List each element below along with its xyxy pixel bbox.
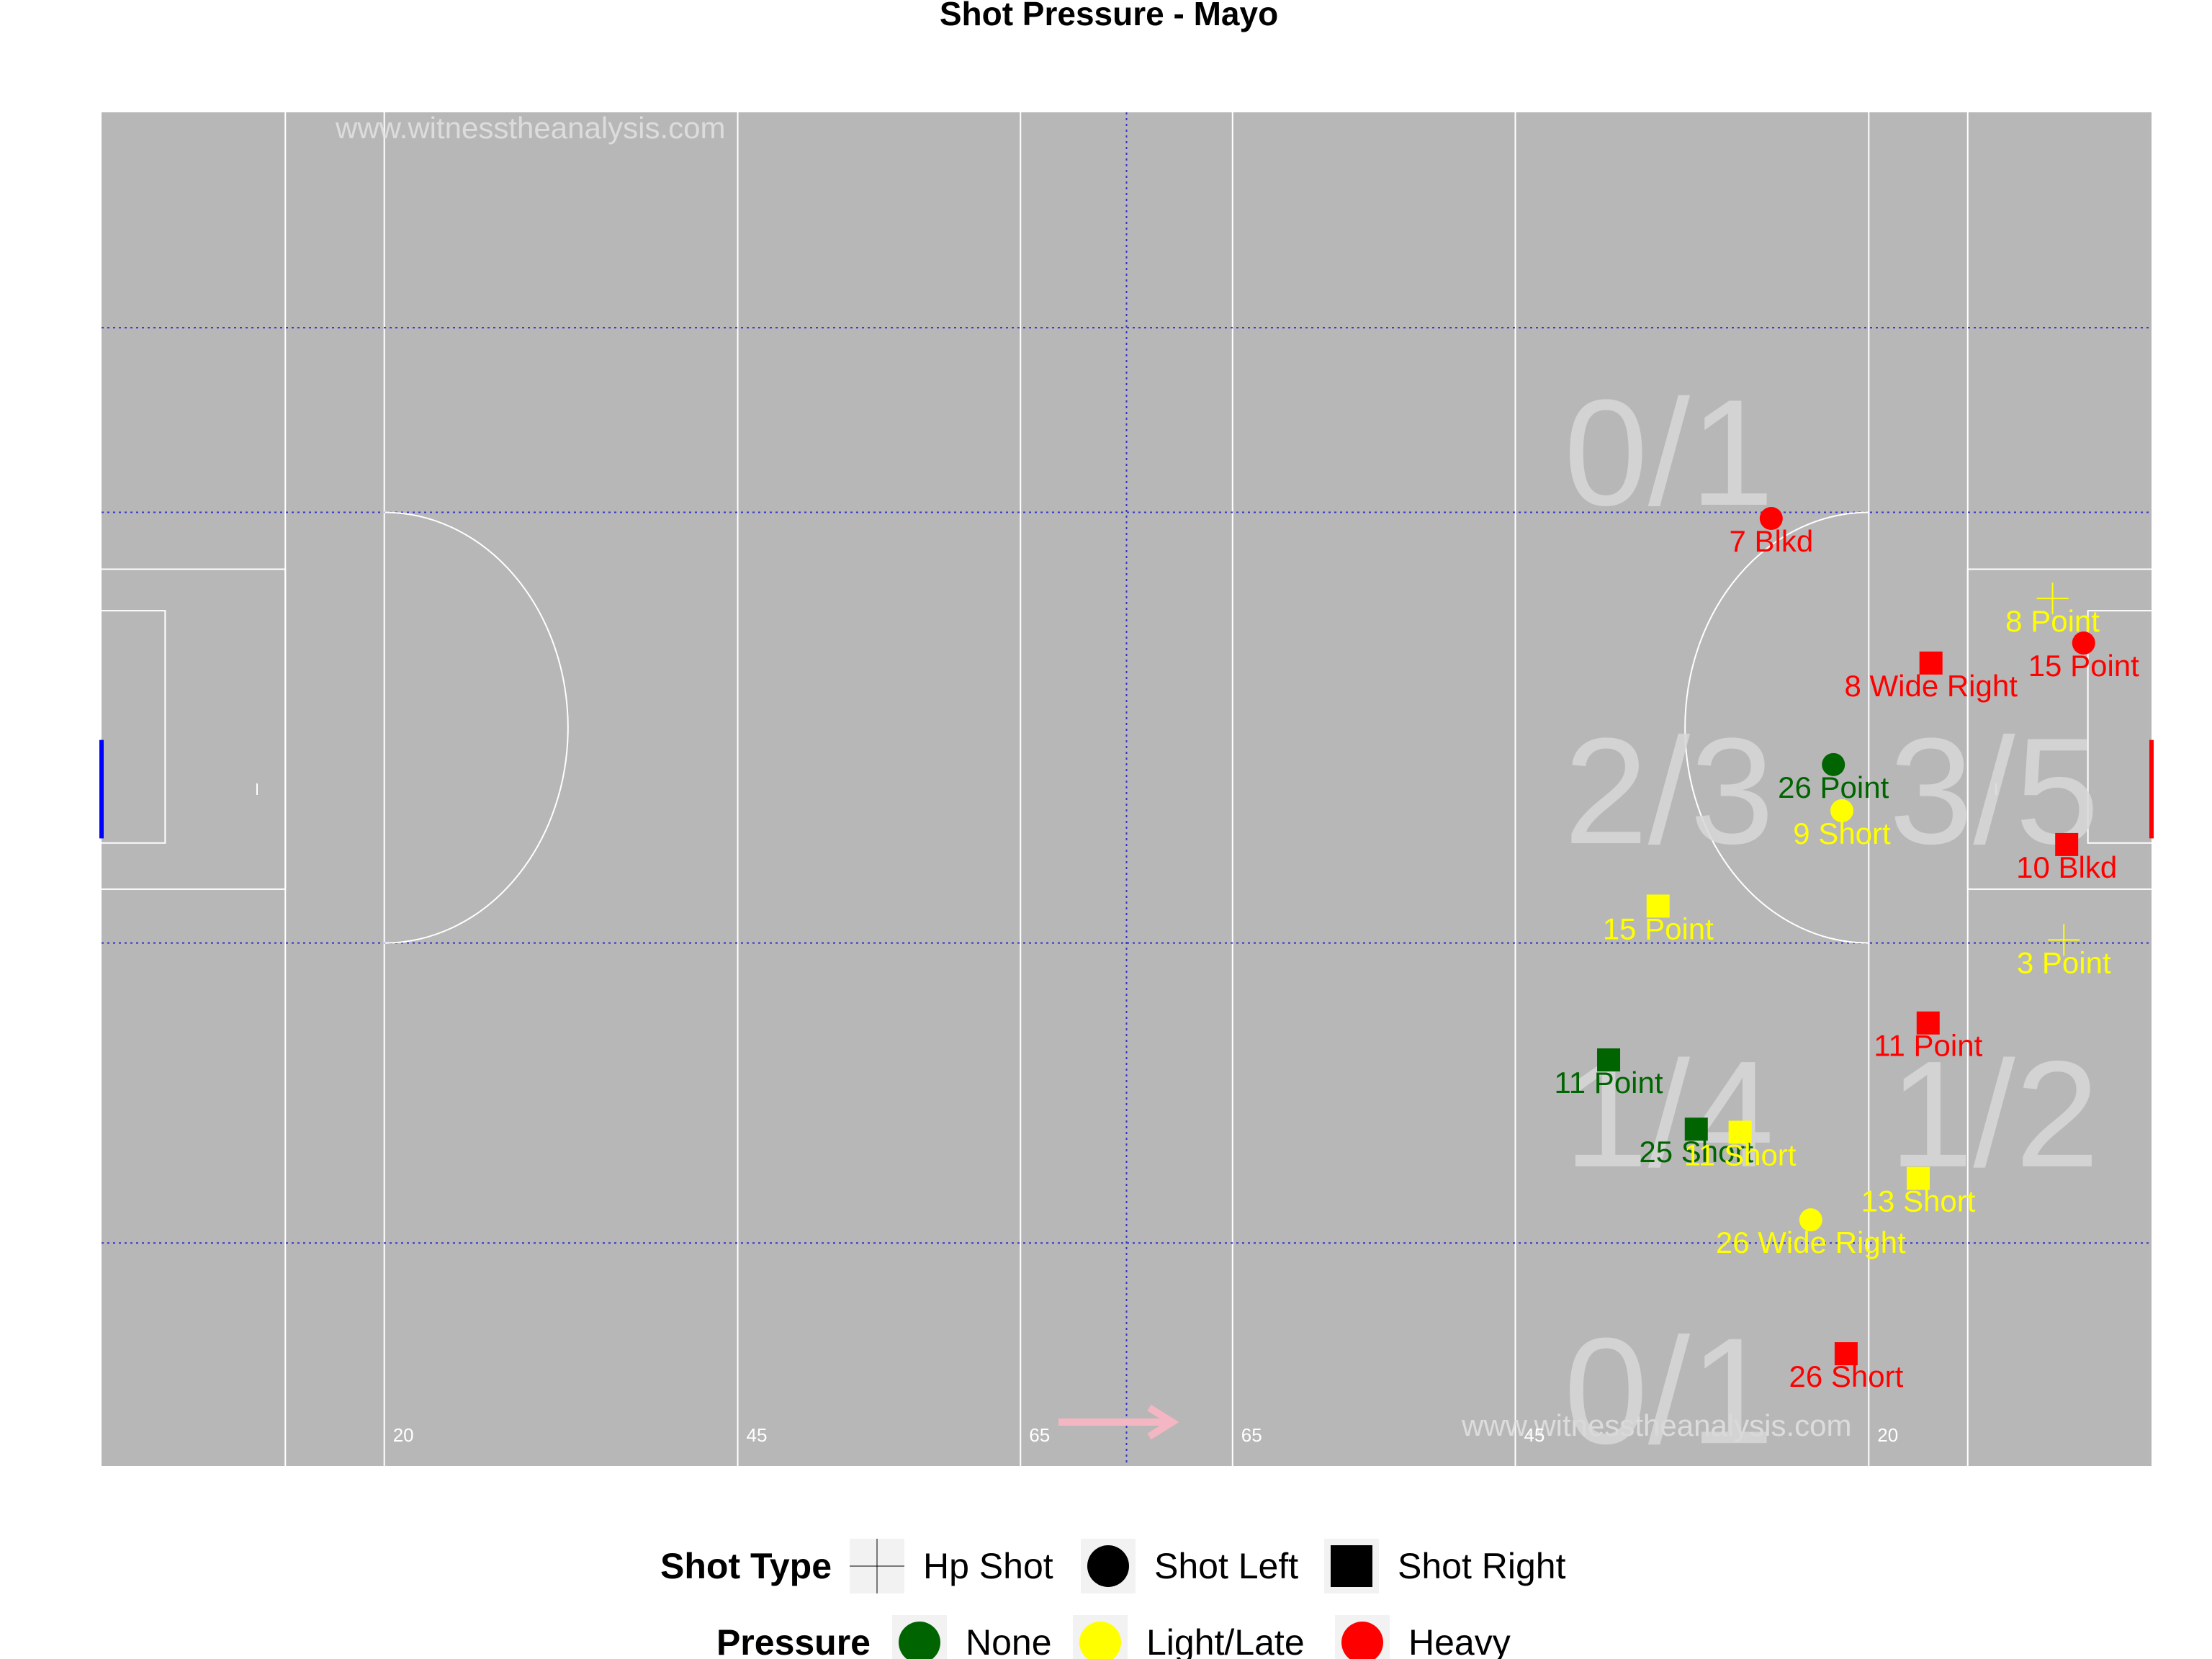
shot-point-5 [1830, 799, 1854, 822]
legend-pressure-title: Pressure [716, 1622, 871, 1659]
legend-shot-type-title: Shot Type [660, 1546, 832, 1586]
legend: Shot Type Hp Shot Shot Left Shot Right Press… [660, 1539, 1566, 1659]
right-large-rectangle [1966, 568, 2152, 890]
shot-label-7: 15 Point [1603, 912, 1714, 945]
zone-label-3: 1/4 [1564, 1030, 1774, 1199]
left-small-rectangle [102, 610, 166, 844]
pitch-tick-label-0: 20 [393, 1424, 414, 1446]
shot-labels: 7 Blkd 8 Point 15 Point 8 Wide Right 26 Poin… [1555, 524, 2140, 1393]
pitch-tick-label-4: 45 [1524, 1424, 1545, 1446]
shot-point-3 [1919, 651, 1943, 675]
shot-label-2: 15 Point [2028, 649, 2139, 683]
legend-pressure-label-1: Light/Late [1146, 1622, 1305, 1659]
shot-point-8 [2048, 924, 2080, 956]
direction-arrow-head [1147, 1404, 1179, 1440]
shot-marks [1597, 507, 2095, 1366]
legend-shot-type-label-2: Shot Right [1398, 1546, 1566, 1586]
pitch-tick-label-1: 45 [747, 1424, 768, 1446]
zone-label-1: 2/3 [1564, 706, 1774, 876]
shot-label-3: 8 Wide Right [1844, 669, 2018, 703]
shot-point-6 [2055, 832, 2079, 856]
shot-point-7 [1646, 894, 1670, 918]
shot-point-11 [1684, 1118, 1708, 1141]
shot-label-0: 7 Blkd [1729, 524, 1813, 558]
shot-point-4 [1822, 752, 1845, 776]
shot-label-4: 26 Point [1778, 770, 1889, 804]
right-small-rectangle [2087, 610, 2152, 844]
shot-label-11: 25 Short [1639, 1135, 1753, 1169]
legend-shot-type-label-1: Shot Left [1154, 1546, 1298, 1586]
zone-label-5: 0/1 [1564, 1306, 1774, 1475]
shot-point-1 [2036, 583, 2069, 615]
right-d-arc [1684, 511, 1869, 944]
shot-label-6: 10 Blkd [2016, 850, 2117, 884]
legend-shot-type-label-0: Hp Shot [923, 1546, 1053, 1586]
shot-label-1: 8 Point [2005, 604, 2100, 638]
zone-labels: 0/12/3 3/51/4 1/20/1 [1564, 368, 2100, 1475]
legend-key-pressure-2 [1341, 1622, 1383, 1659]
pitch-tick-label-3: 65 [1241, 1424, 1262, 1446]
shot-label-13: 13 Short [1861, 1184, 1976, 1218]
shot-point-10 [1597, 1048, 1621, 1071]
watermark-top: www.witnesstheanalysis.com [335, 111, 726, 145]
legend-pressure-label-2: Heavy [1408, 1622, 1511, 1659]
left-large-rectangle [102, 568, 287, 890]
watermark-bottom: www.witnesstheanalysis.com [1461, 1408, 1852, 1442]
pitch-tick-label-5: 20 [1877, 1424, 1898, 1446]
legend-key-pressure-0 [899, 1622, 940, 1659]
pitch-tick-labels: 20 45 65 65 45 20 [393, 1424, 1899, 1446]
legend-key-square [1331, 1545, 1372, 1587]
legend-key-pressure-1 [1079, 1622, 1121, 1659]
shot-label-10: 11 Point [1555, 1066, 1663, 1100]
shot-label-8: 3 Point [2017, 945, 2111, 979]
pitch-tick-label-2: 65 [1029, 1424, 1050, 1446]
chart-title: Shot Pressure - Mayo [940, 0, 1278, 32]
shot-point-13 [1907, 1166, 1930, 1190]
shot-label-9: 11 Point [1874, 1029, 1982, 1063]
shot-point-0 [1759, 507, 1783, 530]
legend-key-circle [1087, 1545, 1129, 1587]
zone-label-0: 0/1 [1564, 368, 1774, 537]
shot-point-12 [1728, 1120, 1752, 1144]
shot-point-15 [1834, 1342, 1858, 1366]
shot-point-9 [1916, 1011, 1940, 1035]
shot-point-2 [2072, 631, 2095, 655]
pitch: www.witnesstheanalysis.com www.witnessthe… [99, 111, 2154, 1466]
shot-label-14: 26 Wide Right [1716, 1226, 1906, 1259]
left-d-arc [384, 511, 569, 944]
shot-label-12: 11 Short [1684, 1138, 1797, 1172]
shot-label-15: 26 Short [1789, 1359, 1904, 1393]
shot-point-14 [1799, 1208, 1822, 1232]
legend-pressure-label-0: None [966, 1622, 1052, 1659]
shot-label-5: 9 Short [1793, 817, 1891, 850]
